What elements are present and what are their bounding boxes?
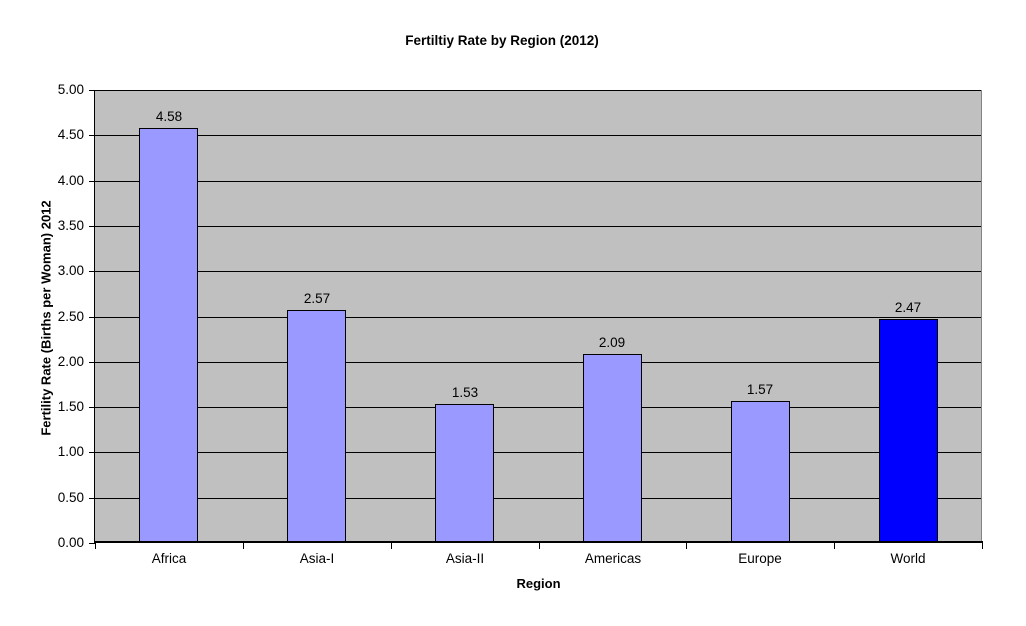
y-tick-label: 3.50 bbox=[57, 218, 84, 233]
y-tick-label: 0.50 bbox=[57, 490, 84, 505]
category-label: Africa bbox=[151, 551, 187, 566]
x-tick bbox=[982, 543, 983, 549]
x-axis-line bbox=[94, 541, 983, 543]
category-label: Europe bbox=[738, 551, 782, 566]
bar bbox=[139, 128, 198, 543]
x-tick bbox=[391, 543, 392, 549]
gridline bbox=[95, 498, 982, 499]
gridline bbox=[95, 90, 982, 91]
bar-value-label: 2.57 bbox=[303, 291, 331, 306]
y-tick bbox=[89, 498, 95, 499]
bar-value-label: 1.53 bbox=[451, 385, 479, 400]
category-label: World bbox=[890, 551, 926, 566]
y-tick-label: 4.00 bbox=[57, 173, 84, 188]
y-tick bbox=[89, 452, 95, 453]
category-label: Asia-I bbox=[299, 551, 335, 566]
x-tick bbox=[539, 543, 540, 549]
gridline bbox=[95, 452, 982, 453]
category-label: Americas bbox=[584, 551, 642, 566]
y-tick-label: 3.00 bbox=[57, 263, 84, 278]
y-tick-label: 4.50 bbox=[57, 127, 84, 142]
x-tick bbox=[95, 543, 96, 549]
y-tick bbox=[89, 90, 95, 91]
x-tick bbox=[243, 543, 244, 549]
y-tick-label: 0.00 bbox=[57, 535, 84, 550]
bar-value-label: 2.47 bbox=[894, 300, 922, 315]
y-tick-label: 5.00 bbox=[57, 82, 84, 97]
bar bbox=[731, 401, 790, 543]
y-tick bbox=[89, 407, 95, 408]
plot-area: 4.58 2.57 1.53 2.09 1.57 2.47 bbox=[95, 90, 982, 543]
bar bbox=[583, 354, 642, 543]
x-tick bbox=[834, 543, 835, 549]
x-tick bbox=[686, 543, 687, 549]
plot-border-right bbox=[981, 90, 982, 543]
y-tick bbox=[89, 271, 95, 272]
gridline bbox=[95, 407, 982, 408]
y-tick-label: 1.00 bbox=[57, 444, 84, 459]
bar-value-label: 2.09 bbox=[598, 335, 626, 350]
x-axis-title: Region bbox=[516, 576, 561, 591]
y-tick bbox=[89, 226, 95, 227]
bar bbox=[287, 310, 346, 543]
y-tick-label: 2.00 bbox=[57, 354, 84, 369]
gridline bbox=[95, 226, 982, 227]
y-tick bbox=[89, 317, 95, 318]
gridline bbox=[95, 271, 982, 272]
bar-value-label: 4.58 bbox=[155, 109, 183, 124]
bar bbox=[435, 404, 494, 543]
category-label: Asia-II bbox=[445, 551, 485, 566]
gridline bbox=[95, 362, 982, 363]
chart-title: Fertiltiy Rate by Region (2012) bbox=[405, 33, 599, 48]
y-tick bbox=[89, 135, 95, 136]
bar-value-label: 1.57 bbox=[746, 382, 774, 397]
y-tick-label: 2.50 bbox=[57, 309, 84, 324]
y-tick bbox=[89, 543, 95, 544]
y-tick bbox=[89, 362, 95, 363]
bar bbox=[879, 319, 938, 543]
y-tick-label: 1.50 bbox=[57, 399, 84, 414]
gridline bbox=[95, 135, 982, 136]
gridline bbox=[95, 181, 982, 182]
gridline bbox=[95, 317, 982, 318]
y-axis-line bbox=[94, 90, 95, 543]
y-tick bbox=[89, 181, 95, 182]
